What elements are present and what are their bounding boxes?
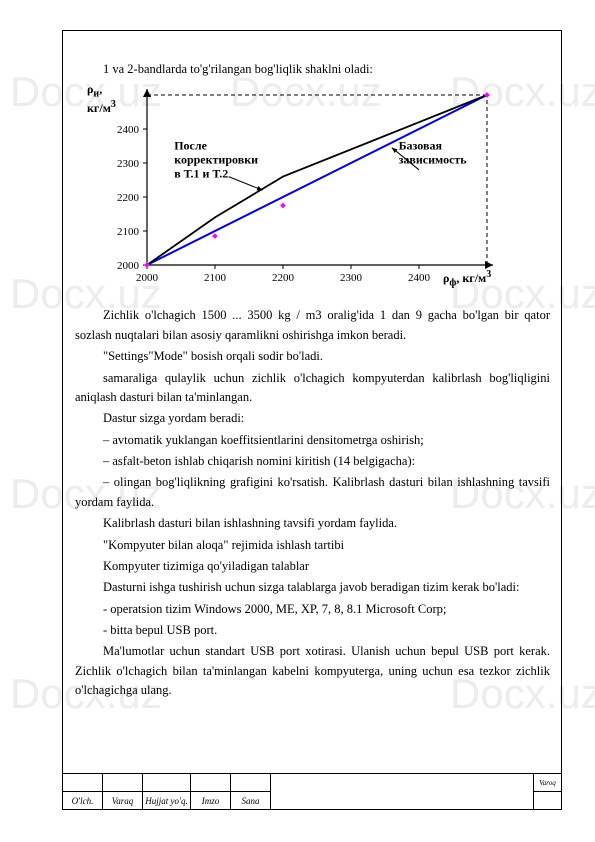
body-paragraph: Ma'lumotlar uchun standart USB port xoti… [75, 642, 550, 700]
svg-text:После: После [174, 139, 207, 153]
svg-text:2000: 2000 [136, 272, 159, 284]
density-chart: 2000 2100 2200 2300 2400 2000 2100 2200 2300 2400… [75, 83, 495, 298]
body-paragraph: "Settings"Mode" bosish orqali sodir bo'l… [75, 347, 550, 366]
body-paragraph: - operatsion tizim Windows 2000, ME, XP,… [75, 600, 550, 619]
body-paragraph: "Kompyuter bilan aloqa" rejimida ishlash… [75, 536, 550, 555]
body-paragraph: Kompyuter tizimiga qo'yiladigan talablar [75, 557, 550, 576]
svg-text:2300: 2300 [340, 272, 363, 284]
svg-text:2400: 2400 [117, 124, 140, 136]
svg-text:2200: 2200 [272, 272, 295, 284]
th-varaq: Varaq [103, 792, 143, 810]
svg-text:2200: 2200 [117, 192, 140, 204]
body-paragraph: Dastur sizga yordam beradi: [75, 409, 550, 428]
th-imzo: Imzo [191, 792, 231, 810]
document-body: 1 va 2-bandlarda to'g'rilangan bog'liqli… [75, 60, 550, 703]
svg-text:2100: 2100 [204, 272, 227, 284]
th-hujjat: Hujjat yo'q. [143, 792, 191, 810]
varo-label: Varoq [534, 774, 562, 792]
svg-text:2400: 2400 [408, 272, 431, 284]
body-paragraph: - bitta bepul USB port. [75, 621, 550, 640]
body-paragraph: Dasturni ishga tushirish uchun sizga tal… [75, 578, 550, 597]
th-sana: Sana [231, 792, 271, 810]
body-paragraph: – avtomatik yuklangan koeffitsientlarini… [75, 431, 550, 450]
svg-text:зависимость: зависимость [399, 153, 468, 167]
body-paragraph: – asfalt-beton ishlab chiqarish nomini k… [75, 452, 550, 471]
body-paragraph: Zichlik o'lchagich 1500 ... 3500 kg / m3… [75, 306, 550, 345]
svg-text:Базовая: Базовая [399, 139, 443, 153]
svg-text:в Т.1 и Т.2: в Т.1 и Т.2 [174, 167, 228, 181]
th-olch: O'lch. [63, 792, 103, 810]
svg-text:2300: 2300 [117, 158, 140, 170]
body-paragraph: – olingan bog'liqlikning grafigini ko'rs… [75, 473, 550, 512]
body-paragraph: Kalibrlash dasturi bilan ishlashning tav… [75, 514, 550, 533]
title-block-table: Varoq O'lch. Varaq Hujjat yo'q. Imzo San… [62, 773, 562, 810]
body-paragraph: samaraliga qulaylik uchun zichlik o'lcha… [75, 369, 550, 408]
svg-text:2100: 2100 [117, 226, 140, 238]
intro-text: 1 va 2-bandlarda to'g'rilangan bog'liqli… [75, 60, 550, 79]
chart-svg: 2000 2100 2200 2300 2400 2000 2100 2200 2300 2400… [75, 83, 495, 298]
svg-text:2000: 2000 [117, 260, 140, 272]
svg-text:корректировки: корректировки [174, 153, 258, 167]
